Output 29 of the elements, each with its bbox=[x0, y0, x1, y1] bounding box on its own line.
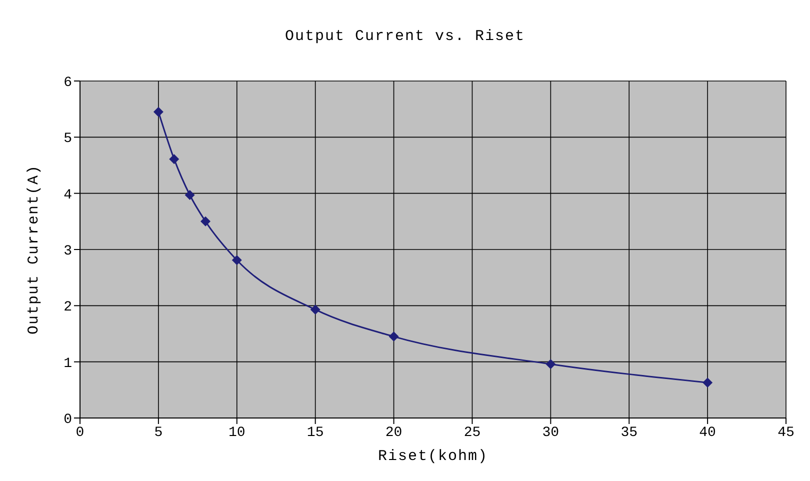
x-tick-label: 10 bbox=[228, 424, 246, 441]
x-tick-label: 5 bbox=[154, 424, 163, 441]
chart-title: Output Current vs. Riset bbox=[284, 28, 526, 45]
x-tick-label: 20 bbox=[385, 424, 402, 441]
x-tick-label: 0 bbox=[76, 424, 84, 441]
point bbox=[310, 304, 320, 315]
x-tick-label: 45 bbox=[778, 424, 794, 441]
x-tick-label: 40 bbox=[699, 424, 716, 441]
y-tick-label: 6 bbox=[64, 74, 72, 91]
x-tick-label: 15 bbox=[306, 424, 324, 441]
y-tick-label: 4 bbox=[64, 187, 72, 204]
point bbox=[200, 216, 211, 226]
point bbox=[153, 106, 164, 117]
y-tick-label: 2 bbox=[64, 300, 72, 316]
point bbox=[232, 255, 242, 266]
point bbox=[184, 190, 195, 200]
y-axis-title: Output Current(A) bbox=[25, 164, 42, 335]
point bbox=[702, 378, 713, 388]
x-axis-title: Riset(kohm) bbox=[378, 448, 488, 465]
y-tick-label: 1 bbox=[64, 356, 72, 372]
point bbox=[169, 154, 180, 164]
x-tick-label: 30 bbox=[542, 424, 560, 441]
y-tick-label: 5 bbox=[64, 131, 72, 148]
x-tick-label: 35 bbox=[620, 424, 638, 441]
y-tick-label: 3 bbox=[64, 243, 72, 260]
point bbox=[546, 359, 556, 370]
y-tick-label: 0 bbox=[64, 412, 72, 428]
point bbox=[388, 332, 399, 342]
x-tick-label: 25 bbox=[464, 424, 481, 441]
